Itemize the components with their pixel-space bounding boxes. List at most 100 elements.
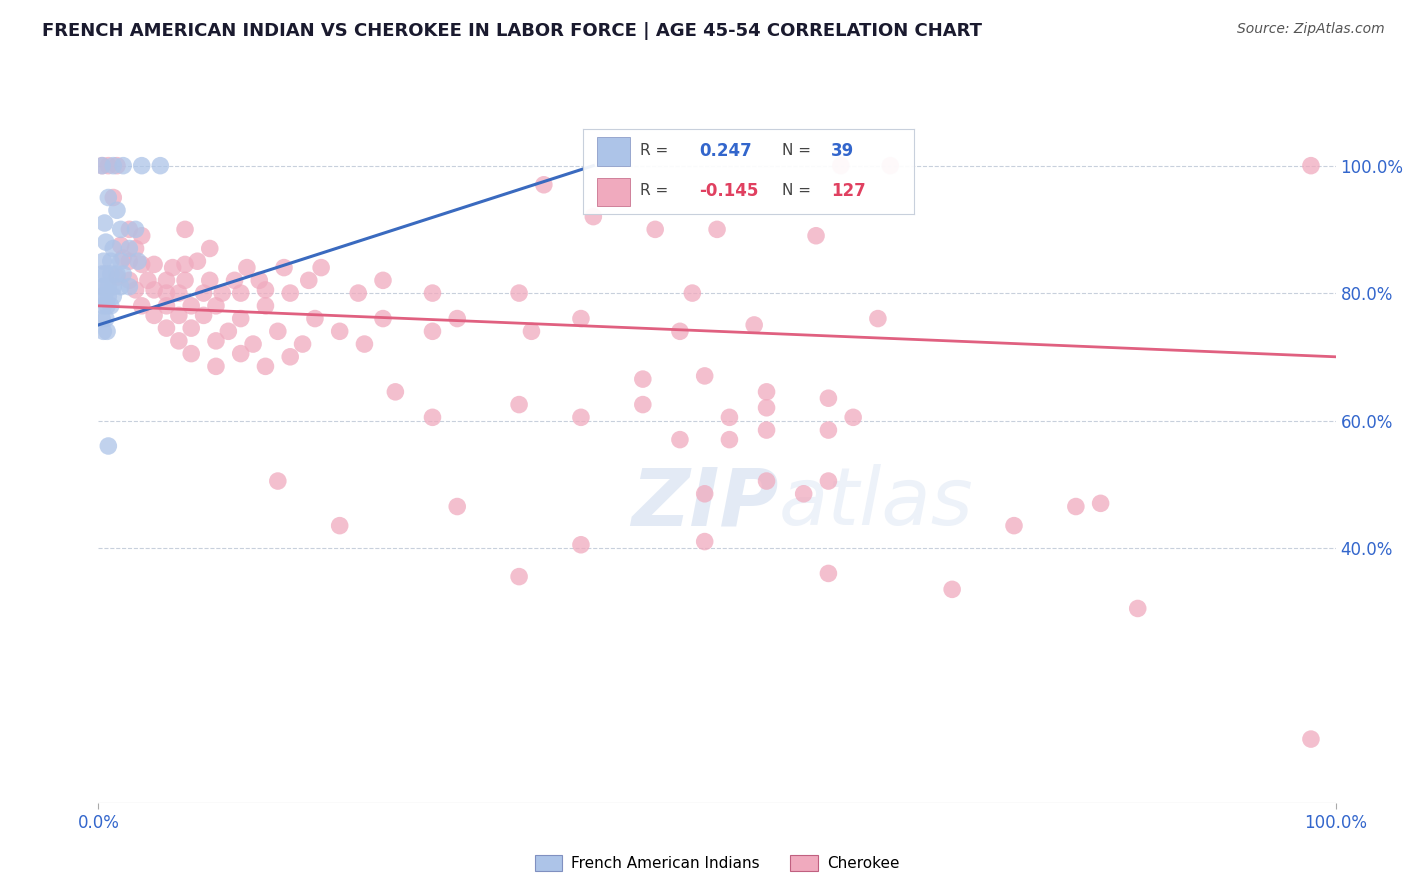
- Point: [103, 289, 125, 303]
- Point: [131, 299, 153, 313]
- Point: [582, 210, 605, 224]
- Point: [94, 235, 117, 249]
- Point: [118, 279, 141, 293]
- Point: [866, 311, 889, 326]
- Point: [830, 159, 852, 173]
- Point: [273, 260, 295, 275]
- Point: [155, 321, 177, 335]
- Point: [180, 299, 202, 313]
- Point: [804, 228, 827, 243]
- Point: [112, 159, 135, 173]
- Point: [180, 346, 202, 360]
- Point: [174, 273, 197, 287]
- Point: [247, 273, 270, 287]
- Point: [100, 267, 122, 281]
- Point: [91, 311, 114, 326]
- Point: [793, 487, 815, 501]
- Point: [817, 391, 839, 405]
- Point: [180, 321, 202, 335]
- Text: FRENCH AMERICAN INDIAN VS CHEROKEE IN LABOR FORCE | AGE 45-54 CORRELATION CHART: FRENCH AMERICAN INDIAN VS CHEROKEE IN LA…: [42, 22, 983, 40]
- FancyBboxPatch shape: [596, 137, 630, 166]
- Point: [706, 222, 728, 236]
- Point: [371, 273, 394, 287]
- Point: [93, 289, 115, 303]
- FancyBboxPatch shape: [596, 178, 630, 206]
- Point: [384, 384, 406, 399]
- Point: [103, 159, 125, 173]
- Point: [118, 242, 141, 256]
- Point: [143, 309, 166, 323]
- Text: 39: 39: [831, 142, 855, 160]
- Text: Source: ZipAtlas.com: Source: ZipAtlas.com: [1237, 22, 1385, 37]
- Point: [124, 222, 146, 236]
- Point: [755, 423, 778, 437]
- Point: [236, 260, 259, 275]
- Point: [1126, 601, 1149, 615]
- Point: [817, 474, 839, 488]
- Point: [718, 433, 741, 447]
- Point: [224, 273, 246, 287]
- Point: [817, 566, 839, 581]
- Point: [446, 311, 468, 326]
- Point: [93, 299, 115, 313]
- Point: [755, 474, 778, 488]
- Point: [186, 254, 208, 268]
- Point: [105, 270, 128, 285]
- Point: [91, 267, 114, 281]
- Point: [211, 286, 233, 301]
- Point: [155, 273, 177, 287]
- Point: [1299, 732, 1322, 747]
- Point: [422, 410, 444, 425]
- Text: ZIP: ZIP: [631, 464, 779, 542]
- Point: [131, 257, 153, 271]
- Point: [100, 254, 122, 268]
- Point: [254, 283, 277, 297]
- Point: [631, 372, 654, 386]
- Point: [131, 159, 153, 173]
- Point: [718, 410, 741, 425]
- Point: [693, 534, 716, 549]
- Point: [118, 273, 141, 287]
- Point: [371, 311, 394, 326]
- Point: [112, 267, 135, 281]
- Point: [520, 324, 543, 338]
- Point: [254, 359, 277, 374]
- Point: [1299, 159, 1322, 173]
- Point: [254, 299, 277, 313]
- Point: [193, 286, 215, 301]
- Point: [198, 273, 221, 287]
- Point: [631, 398, 654, 412]
- Text: R =: R =: [640, 144, 673, 159]
- Point: [298, 273, 321, 287]
- Point: [143, 283, 166, 297]
- Point: [242, 337, 264, 351]
- Point: [879, 159, 901, 173]
- Point: [155, 299, 177, 313]
- Point: [569, 410, 592, 425]
- Point: [533, 178, 555, 192]
- Point: [112, 251, 135, 265]
- Legend: French American Indians, Cherokee: French American Indians, Cherokee: [529, 849, 905, 877]
- Point: [103, 190, 125, 204]
- Point: [110, 254, 132, 268]
- Point: [681, 286, 703, 301]
- Point: [278, 350, 301, 364]
- Point: [347, 286, 370, 301]
- Point: [136, 273, 159, 287]
- Point: [291, 337, 314, 351]
- Point: [217, 324, 239, 338]
- Point: [1064, 500, 1087, 514]
- Point: [118, 222, 141, 236]
- Point: [267, 474, 290, 488]
- Point: [446, 500, 468, 514]
- Point: [97, 190, 120, 204]
- Point: [105, 267, 128, 281]
- Point: [91, 159, 114, 173]
- Point: [755, 401, 778, 415]
- Point: [105, 159, 128, 173]
- Point: [94, 267, 117, 281]
- Point: [97, 289, 120, 303]
- Point: [742, 318, 765, 332]
- Point: [167, 286, 190, 301]
- Point: [91, 159, 114, 173]
